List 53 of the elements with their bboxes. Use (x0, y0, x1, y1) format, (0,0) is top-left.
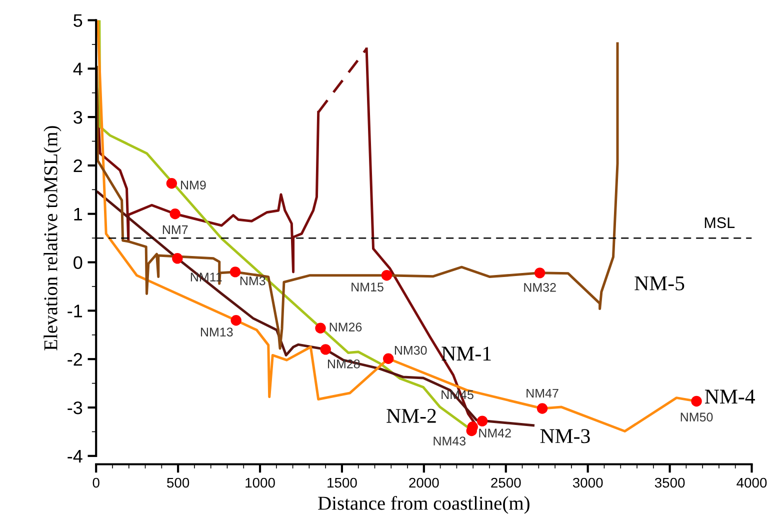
x-tick-label: 2500 (491, 478, 521, 488)
data-label: NM13 (200, 328, 233, 336)
point (172, 253, 183, 264)
y-tick-label: 1 (74, 208, 82, 220)
series-label: NM-4 (704, 390, 755, 404)
point (381, 270, 392, 281)
y-tick-label: -4 (68, 450, 82, 462)
data-label: NM47 (526, 388, 558, 398)
y-axis-title: Elevation relative toMSL(m) (44, 126, 62, 350)
x-tick-label: 4000 (736, 478, 767, 488)
x-tick-label: 0 (92, 478, 100, 488)
series-label: NM-1 (442, 346, 491, 360)
x-tick-label: 1000 (246, 478, 275, 488)
ref-line-label: MSL (704, 217, 735, 228)
data-label: NM30 (394, 346, 427, 355)
point (230, 315, 242, 326)
point (691, 396, 702, 407)
point (315, 322, 326, 334)
point (166, 178, 178, 189)
data-label: NM3 (240, 276, 266, 286)
data-label: NM9 (181, 180, 206, 190)
series-label: NM-3 (540, 429, 590, 444)
point (536, 403, 548, 414)
series-label: NM-5 (634, 276, 684, 290)
y-tick-label: 2 (74, 159, 82, 172)
data-label: NM32 (524, 282, 556, 292)
y-tick-label: -2 (68, 353, 82, 366)
x-tick-label: 3000 (572, 478, 603, 488)
point (320, 344, 331, 355)
y-tick-label: -3 (68, 401, 82, 414)
point (230, 266, 241, 278)
data-label: NM7 (162, 225, 188, 234)
point (170, 208, 180, 220)
data-label: NM26 (330, 322, 362, 332)
y-tick-label: 4 (73, 62, 82, 76)
y-tick-label: 0 (74, 256, 82, 269)
point (383, 353, 394, 364)
x-tick-label: 2000 (409, 478, 439, 488)
y-tick-label: 5 (74, 14, 82, 27)
point (476, 416, 488, 426)
data-label: NM15 (352, 282, 384, 292)
x-axis-title: Distance from coastline(m) (318, 496, 530, 514)
data-label: NM43 (434, 436, 466, 446)
data-label: NM28 (328, 359, 360, 368)
y-tick-label: -1 (68, 304, 82, 318)
point (534, 268, 546, 278)
x-tick-label: 500 (167, 478, 190, 488)
x-tick-label: 3500 (654, 478, 685, 488)
y-tick-label: 3 (74, 110, 82, 124)
series-label: NM-2 (386, 408, 436, 423)
data-label: NM50 (680, 412, 713, 422)
data-label: NM42 (479, 428, 511, 438)
x-tick-label: 1500 (328, 478, 357, 488)
